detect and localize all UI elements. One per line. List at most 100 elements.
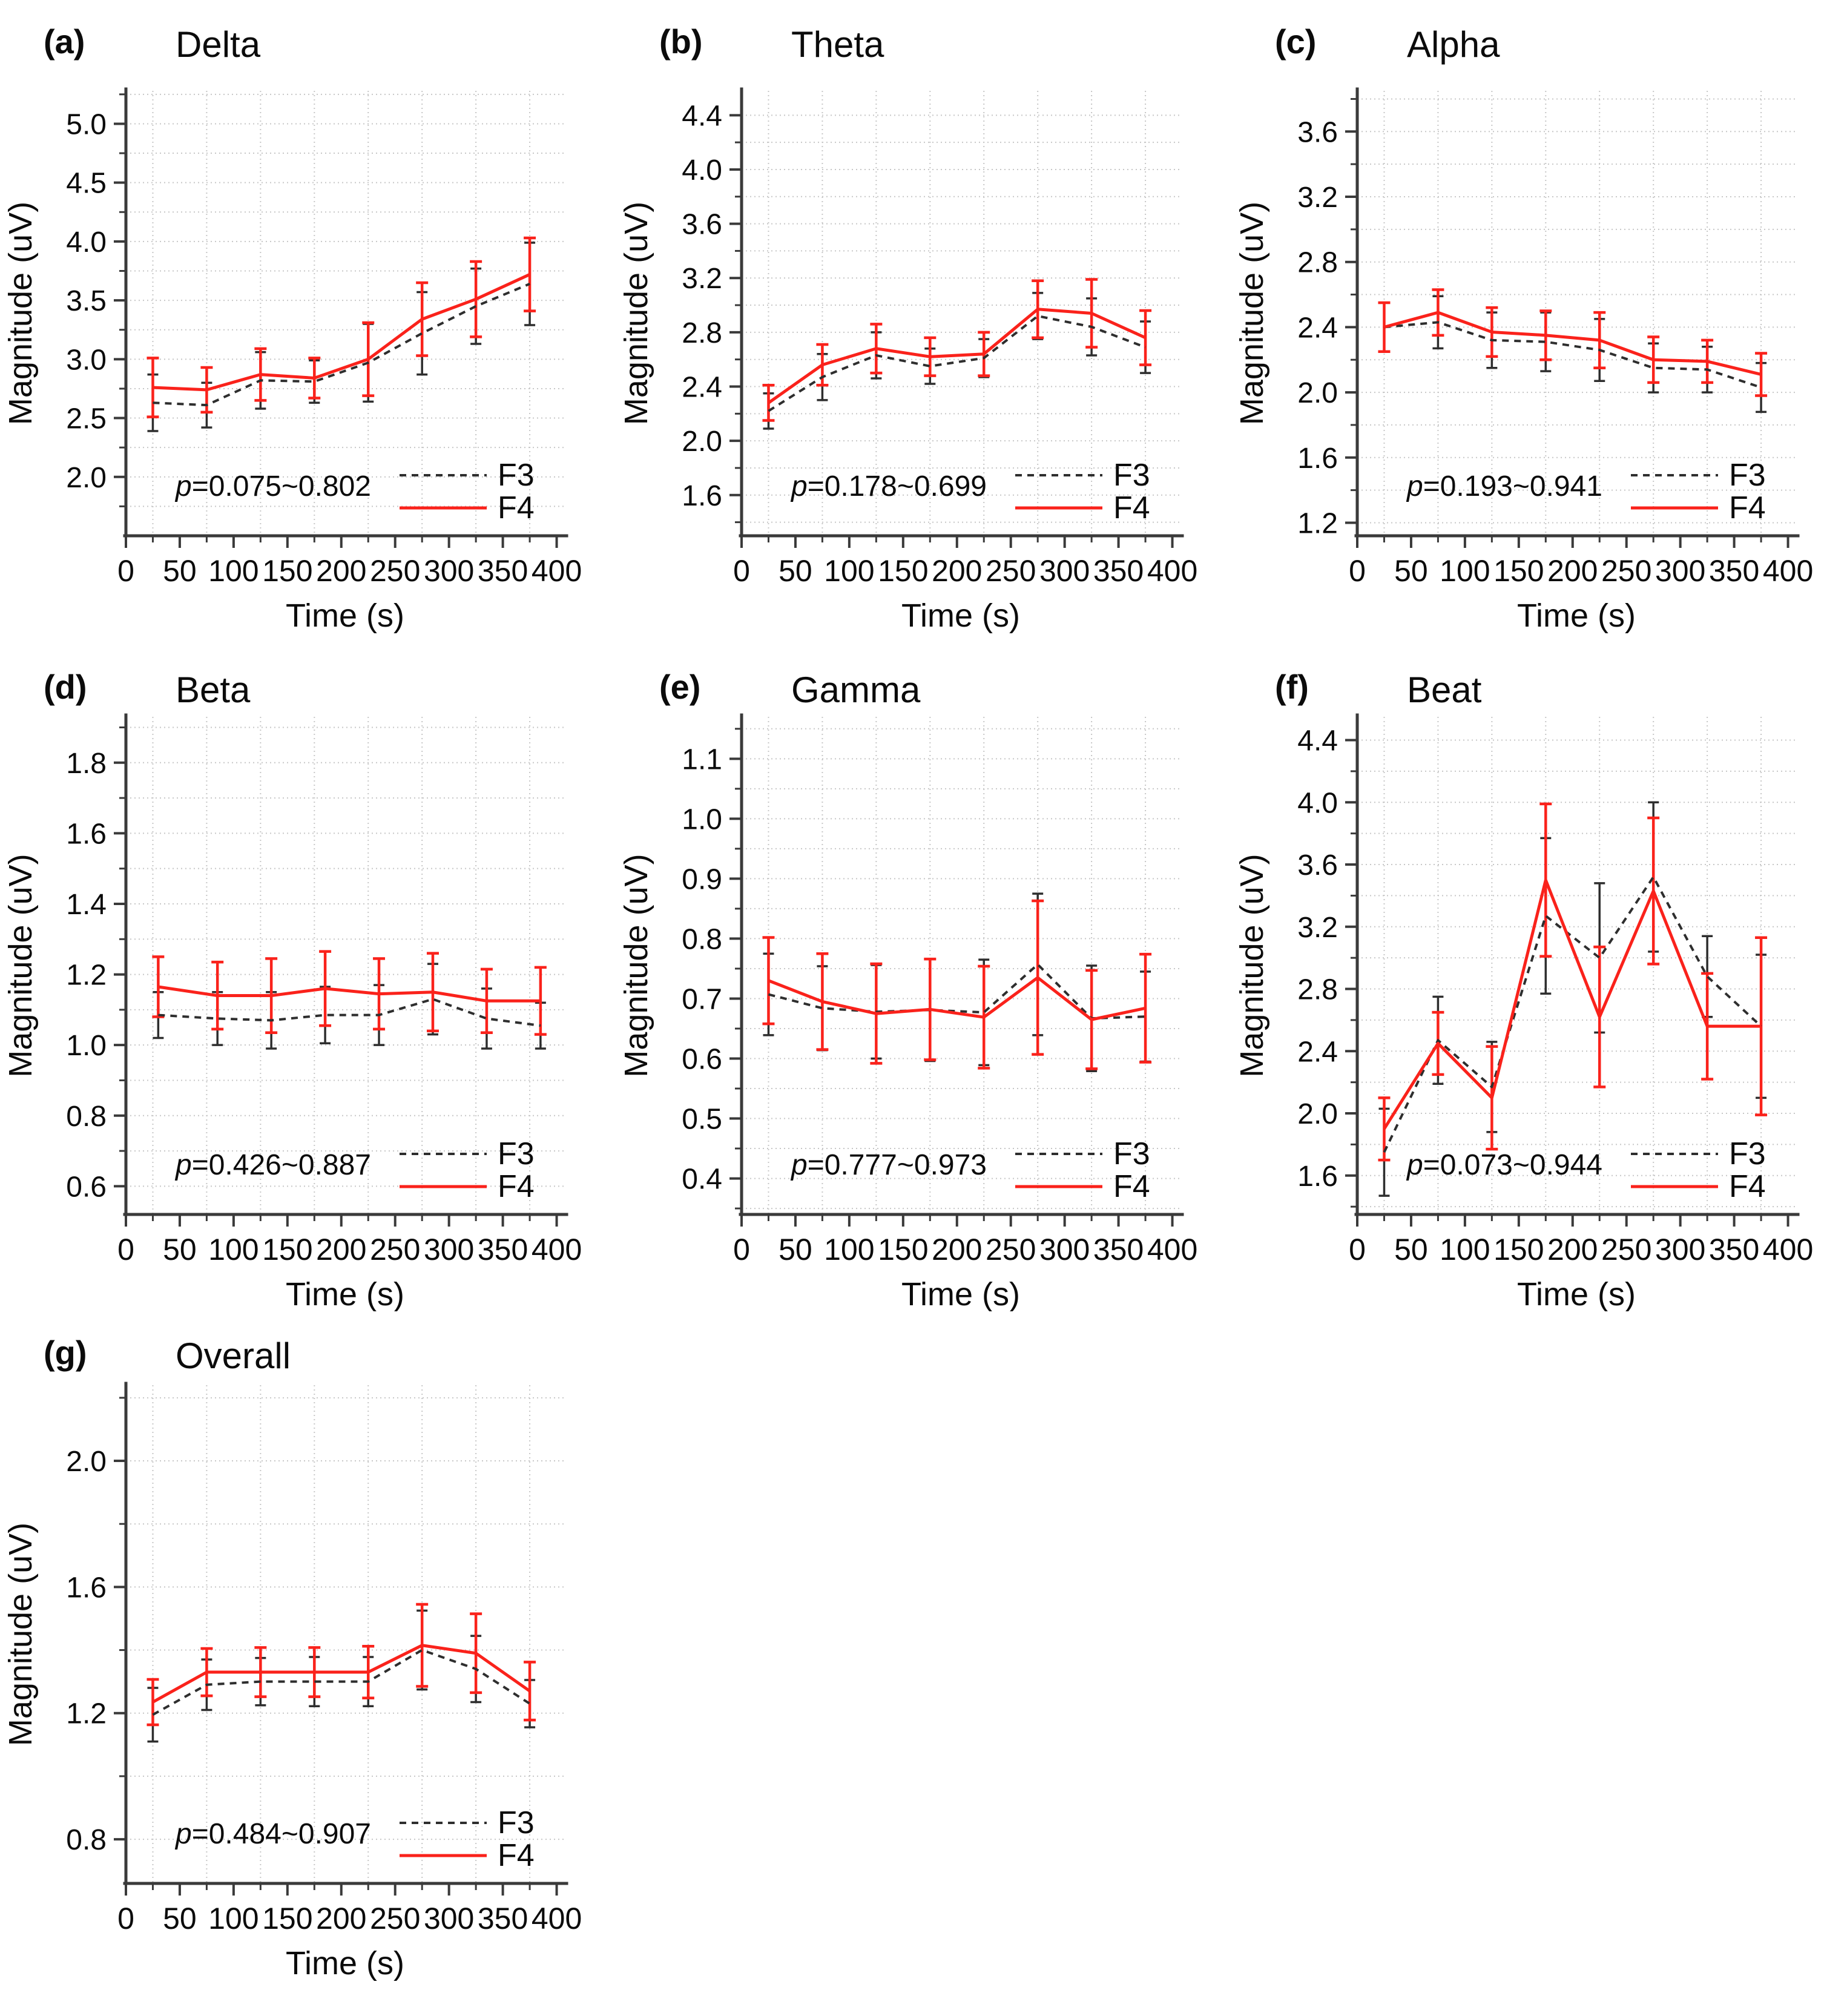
svg-text:400: 400 xyxy=(1763,1233,1813,1267)
chart-panel-f: 1.6 2.0 2.4 2.8 3.2 3.6 4.0 4.4 0 50 100 150 200 250 3… xyxy=(1231,645,1847,1311)
svg-text:250: 250 xyxy=(986,554,1036,588)
svg-text:2.0: 2.0 xyxy=(1297,1098,1338,1130)
svg-text:350: 350 xyxy=(1093,1233,1144,1267)
svg-text:3.6: 3.6 xyxy=(682,209,722,241)
chart-panel-c: 1.2 1.6 2.0 2.4 2.8 3.2 3.6 0 50 100 150 200 250 300 3… xyxy=(1231,0,1847,645)
svg-text:100: 100 xyxy=(824,1233,874,1267)
y-axis-title: Magnitude (uV) xyxy=(1234,854,1270,1077)
svg-text:50: 50 xyxy=(779,554,812,588)
svg-text:2.8: 2.8 xyxy=(1297,974,1338,1006)
y-tick-labels: 0.6 0.8 1.0 1.2 1.4 1.6 1.8 xyxy=(66,748,107,1204)
legend-label-F4: F4 xyxy=(1113,490,1150,525)
y-tick-labels: 1.6 2.0 2.4 2.8 3.2 3.6 4.0 4.4 xyxy=(682,100,722,512)
svg-text:3.2: 3.2 xyxy=(1297,182,1338,214)
svg-text:200: 200 xyxy=(932,1233,982,1267)
svg-text:0: 0 xyxy=(733,554,750,588)
x-axis-title: Time (s) xyxy=(901,1276,1020,1311)
svg-text:2.5: 2.5 xyxy=(66,403,107,435)
svg-text:0.7: 0.7 xyxy=(682,983,722,1015)
svg-text:250: 250 xyxy=(370,1902,420,1935)
series-F4-line xyxy=(152,1644,531,1704)
svg-text:50: 50 xyxy=(779,1233,812,1267)
svg-text:2.8: 2.8 xyxy=(682,317,722,349)
errorbars-F4 xyxy=(152,950,547,1036)
svg-text:250: 250 xyxy=(370,554,420,588)
svg-text:400: 400 xyxy=(532,1233,582,1267)
series-F3-line xyxy=(152,1649,531,1716)
series-F4-line xyxy=(1383,311,1762,376)
chart-g-svg: 0.8 1.2 1.6 2.0 0 50 100 150 200 250 300 350 400 (g) O… xyxy=(2,1334,582,1981)
series-F3-line xyxy=(153,283,530,407)
y-tick-labels: 0.8 1.2 1.6 2.0 xyxy=(66,1446,107,1856)
p-value-label: p=0.075~0.802 xyxy=(174,470,371,502)
p-value-label: p=0.178~0.699 xyxy=(790,470,987,502)
tick-marks xyxy=(114,93,558,548)
x-tick-labels: 0 50 100 150 200 250 300 350 400 xyxy=(117,554,582,588)
errorbars-F4 xyxy=(1378,288,1768,397)
legend-label-F4: F4 xyxy=(498,1169,535,1204)
svg-text:100: 100 xyxy=(1440,554,1490,588)
legend-label-F4: F4 xyxy=(498,1838,535,1873)
svg-text:400: 400 xyxy=(532,1902,582,1935)
svg-text:0.8: 0.8 xyxy=(682,923,722,955)
legend-label-F4: F4 xyxy=(1729,490,1766,525)
svg-text:50: 50 xyxy=(1394,1233,1428,1267)
legend-label-F4: F4 xyxy=(1113,1169,1150,1204)
p-value-label: p=0.484~0.907 xyxy=(174,1818,371,1850)
series-lines xyxy=(768,963,1146,1021)
svg-text:350: 350 xyxy=(1709,554,1759,588)
svg-text:1.2: 1.2 xyxy=(1297,507,1338,539)
chart-b-svg: 1.62.02.42.83.23.64.04.40 50 100 150 200 250 3… xyxy=(618,22,1197,634)
p-value-label: p=0.193~0.941 xyxy=(1406,470,1602,502)
x-axis-title: Time (s) xyxy=(286,598,404,634)
error-bars xyxy=(762,892,1152,1073)
series-F3-line xyxy=(158,998,541,1027)
p-value-label: p=0.777~0.973 xyxy=(790,1149,987,1181)
svg-text:150: 150 xyxy=(1493,1233,1544,1267)
svg-text:300: 300 xyxy=(424,1902,474,1935)
svg-text:0.6: 0.6 xyxy=(66,1171,107,1203)
svg-text:1.1: 1.1 xyxy=(682,743,722,776)
svg-text:2.4: 2.4 xyxy=(1297,312,1338,344)
tick-marks xyxy=(1345,739,1789,1227)
svg-text:0: 0 xyxy=(117,554,134,588)
svg-text:1.6: 1.6 xyxy=(1297,443,1338,475)
gridlines xyxy=(742,91,1180,536)
chart-title: Overall xyxy=(176,1336,291,1376)
svg-text:4.0: 4.0 xyxy=(1297,787,1338,819)
y-axis-title: Magnitude (uV) xyxy=(1234,202,1270,425)
svg-text:50: 50 xyxy=(163,554,197,588)
series-lines xyxy=(153,273,531,407)
series-lines xyxy=(157,985,541,1027)
error-bars xyxy=(147,236,536,432)
svg-text:400: 400 xyxy=(1147,554,1197,588)
svg-text:100: 100 xyxy=(208,1233,258,1267)
svg-text:0: 0 xyxy=(117,1902,134,1935)
chart-panel-b: 1.6 2.0 2.4 2.8 3.2 3.6 4.0 4.4 0 50 100 150 200 250 3… xyxy=(616,0,1231,645)
svg-text:150: 150 xyxy=(262,554,312,588)
svg-text:5.0: 5.0 xyxy=(66,108,107,140)
svg-text:3.0: 3.0 xyxy=(66,344,107,376)
svg-text:4.0: 4.0 xyxy=(682,154,722,186)
series-F4-line xyxy=(157,985,541,1003)
svg-text:3.6: 3.6 xyxy=(1297,849,1338,881)
x-axis-title: Time (s) xyxy=(1517,598,1636,634)
chart-panel-d: 0.6 0.8 1.0 1.2 1.4 1.6 1.8 0 50 100 150 200 250 300 3… xyxy=(0,645,616,1311)
series-F3-line xyxy=(768,314,1146,412)
legend-label-F3: F3 xyxy=(498,1805,535,1840)
chart-e-svg: 0.40.50.60.70.80.91.01.10 50 100 150 200 250 3… xyxy=(618,668,1197,1311)
svg-text:1.8: 1.8 xyxy=(66,748,107,780)
panel-label: (g) xyxy=(44,1334,87,1372)
svg-text:250: 250 xyxy=(370,1233,420,1267)
x-tick-labels: 0 50 100 150 200 250 300 350 400 xyxy=(1349,554,1813,588)
errorbars-F4 xyxy=(147,1603,536,1727)
chart-title: Theta xyxy=(791,24,884,65)
svg-text:200: 200 xyxy=(1547,554,1598,588)
svg-text:350: 350 xyxy=(478,554,528,588)
tick-marks xyxy=(729,114,1174,548)
gridlines xyxy=(126,717,564,1214)
gridlines xyxy=(126,91,564,536)
